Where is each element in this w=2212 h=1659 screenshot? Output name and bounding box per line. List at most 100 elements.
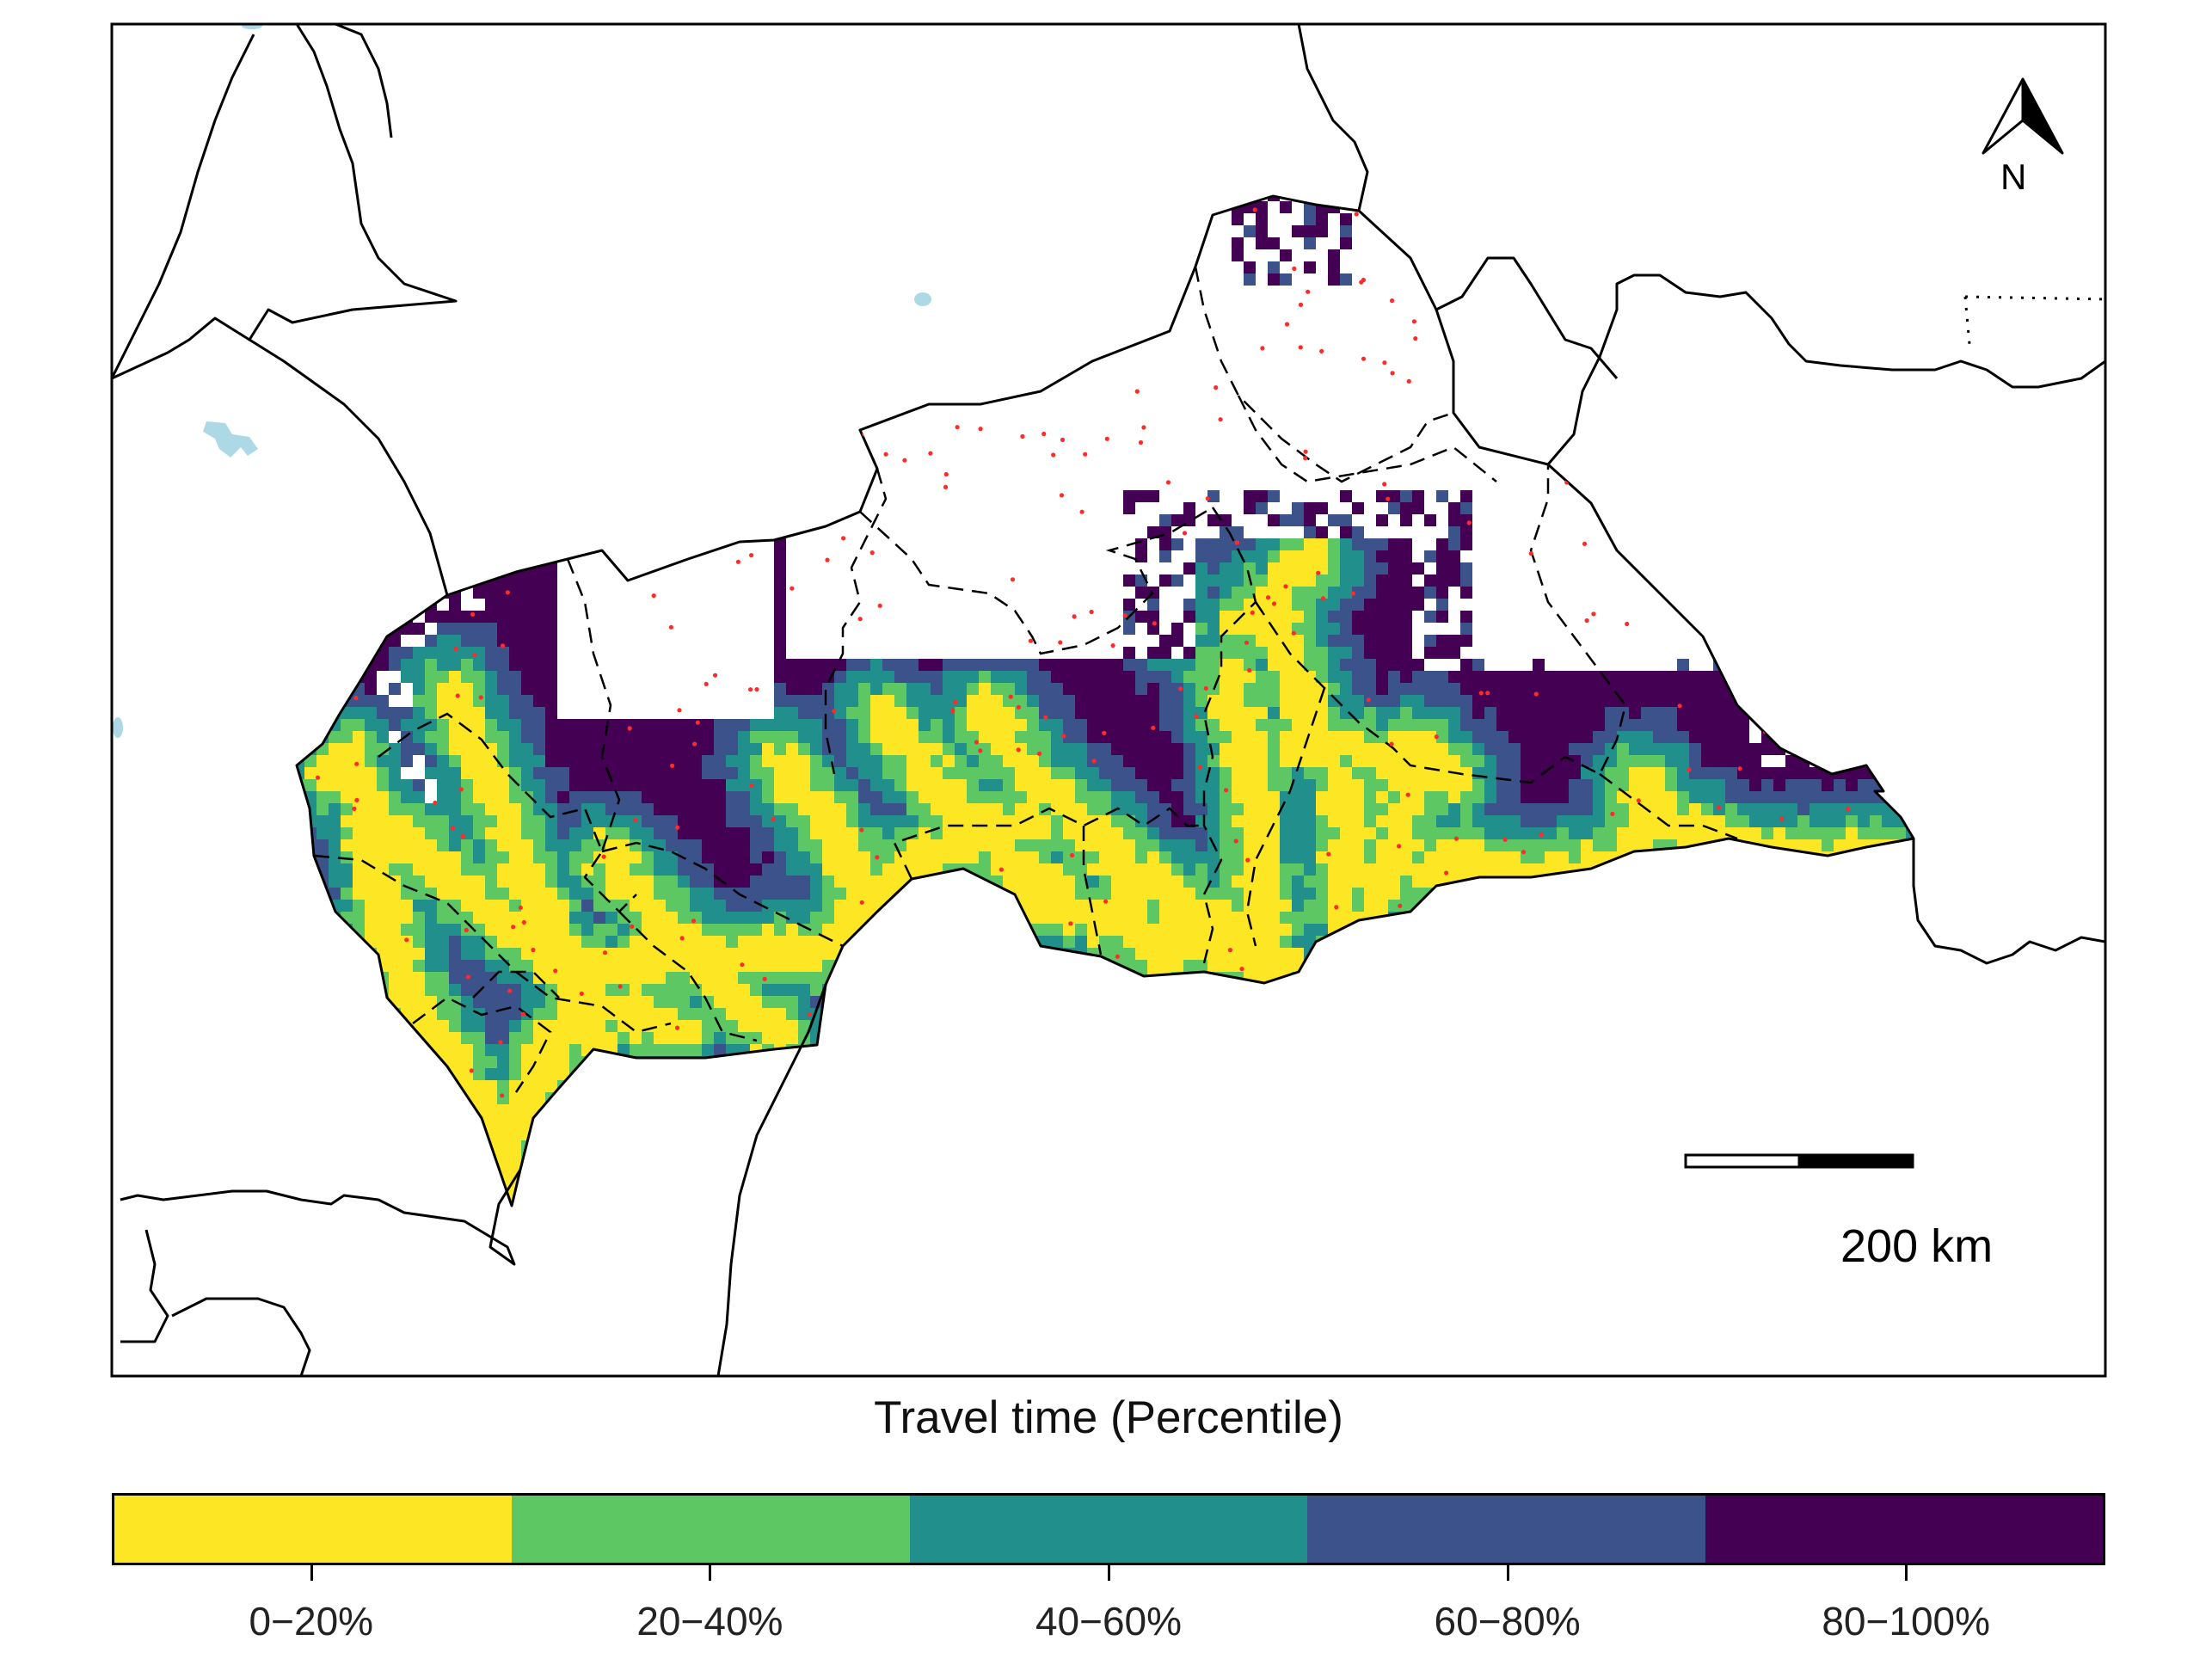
raster-cell bbox=[894, 1032, 906, 1044]
raster-cell bbox=[1725, 659, 1737, 671]
raster-cell bbox=[979, 863, 991, 876]
raster-cell bbox=[1810, 827, 1822, 839]
raster-cell bbox=[437, 683, 449, 695]
raster-cell bbox=[1677, 707, 1689, 719]
raster-cell bbox=[666, 863, 678, 876]
raster-cell bbox=[1135, 490, 1147, 502]
raster-cell bbox=[1773, 863, 1785, 876]
raster-cell bbox=[1147, 707, 1159, 719]
raster-cell bbox=[1159, 984, 1171, 996]
raster-cell bbox=[666, 972, 678, 984]
raster-cell bbox=[822, 1044, 834, 1056]
raster-cell bbox=[919, 1056, 931, 1068]
raster-cell bbox=[1051, 984, 1063, 996]
raster-cell bbox=[726, 1056, 738, 1068]
raster-cell bbox=[1123, 851, 1135, 863]
raster-cell bbox=[894, 1008, 906, 1020]
raster-cell bbox=[1244, 996, 1256, 1008]
raster-cell bbox=[738, 876, 750, 888]
raster-cell bbox=[1364, 984, 1376, 996]
raster-cell bbox=[1256, 1020, 1268, 1032]
raster-cell bbox=[1496, 1008, 1508, 1020]
raster-cell bbox=[858, 743, 870, 755]
raster-cell bbox=[1677, 996, 1689, 1008]
raster-cell bbox=[1376, 996, 1388, 1008]
raster-cell bbox=[1292, 550, 1304, 562]
raster-cell bbox=[1087, 791, 1099, 803]
raster-cell bbox=[1882, 924, 1894, 936]
raster-cell bbox=[377, 1056, 389, 1068]
raster-cell bbox=[822, 888, 834, 900]
raster-cell bbox=[1749, 924, 1761, 936]
raster-cell bbox=[870, 731, 882, 743]
raster-cell bbox=[341, 526, 353, 538]
raster-cell bbox=[798, 1020, 810, 1032]
raster-cell bbox=[678, 719, 690, 731]
raster-cell bbox=[1737, 803, 1749, 815]
raster-cell bbox=[750, 803, 762, 815]
raster-cell bbox=[449, 863, 461, 876]
raster-cell bbox=[1846, 695, 1858, 707]
raster-cell bbox=[1424, 635, 1436, 647]
raster-cell bbox=[1761, 972, 1773, 984]
raster-cell bbox=[919, 960, 931, 972]
raster-cell bbox=[1725, 1020, 1737, 1032]
raster-cell bbox=[1761, 984, 1773, 996]
raster-cell bbox=[1147, 1008, 1159, 1020]
raster-cell bbox=[1256, 779, 1268, 791]
raster-cell bbox=[1653, 912, 1665, 924]
raster-cell bbox=[919, 1008, 931, 1020]
raster-cell bbox=[1280, 695, 1292, 707]
raster-cell bbox=[1063, 1032, 1075, 1044]
raster-cell bbox=[1292, 863, 1304, 876]
raster-cell bbox=[1677, 900, 1689, 912]
raster-cell bbox=[1171, 731, 1183, 743]
raster-cell bbox=[834, 912, 846, 924]
raster-cell bbox=[955, 827, 967, 839]
raster-cell bbox=[1063, 791, 1075, 803]
raster-cell bbox=[1725, 900, 1737, 912]
raster-cell bbox=[1039, 1020, 1051, 1032]
raster-cell bbox=[1183, 767, 1195, 779]
raster-cell bbox=[738, 948, 750, 960]
raster-cell bbox=[389, 683, 401, 695]
raster-cell bbox=[1797, 695, 1810, 707]
raster-cell bbox=[401, 984, 413, 996]
raster-cell bbox=[1448, 900, 1460, 912]
raster-cell bbox=[1581, 791, 1593, 803]
raster-cell bbox=[822, 839, 834, 851]
raster-cell bbox=[1761, 1020, 1773, 1032]
raster-cell bbox=[473, 984, 485, 996]
raster-cell bbox=[1737, 863, 1749, 876]
raster-cell bbox=[1508, 779, 1521, 791]
raster-cell bbox=[1183, 779, 1195, 791]
raster-cell bbox=[1171, 1056, 1183, 1068]
raster-cell bbox=[1027, 719, 1039, 731]
raster-cell bbox=[1376, 743, 1388, 755]
raster-cell bbox=[1617, 1044, 1629, 1056]
raster-cell bbox=[1280, 827, 1292, 839]
raster-cell bbox=[389, 647, 401, 659]
raster-cell bbox=[1569, 827, 1581, 839]
raster-cell bbox=[1484, 791, 1496, 803]
raster-cell bbox=[1906, 1044, 1914, 1056]
raster-cell bbox=[1545, 683, 1557, 695]
raster-cell bbox=[461, 779, 473, 791]
raster-cell bbox=[297, 972, 304, 984]
raster-cell bbox=[1424, 719, 1436, 731]
raster-cell bbox=[967, 695, 979, 707]
raster-cell bbox=[630, 1032, 642, 1044]
raster-cell bbox=[297, 683, 304, 695]
raster-cell bbox=[413, 623, 425, 635]
raster-cell bbox=[1484, 1056, 1496, 1068]
raster-cell bbox=[377, 924, 389, 936]
raster-cell bbox=[1147, 671, 1159, 683]
raster-cell bbox=[1268, 731, 1280, 743]
raster-cell bbox=[545, 659, 557, 671]
raster-cell bbox=[1147, 851, 1159, 863]
raster-cell bbox=[774, 623, 786, 635]
raster-cell bbox=[581, 924, 593, 936]
raster-cell bbox=[473, 888, 485, 900]
raster-cell bbox=[1448, 960, 1460, 972]
raster-cell bbox=[1665, 719, 1677, 731]
